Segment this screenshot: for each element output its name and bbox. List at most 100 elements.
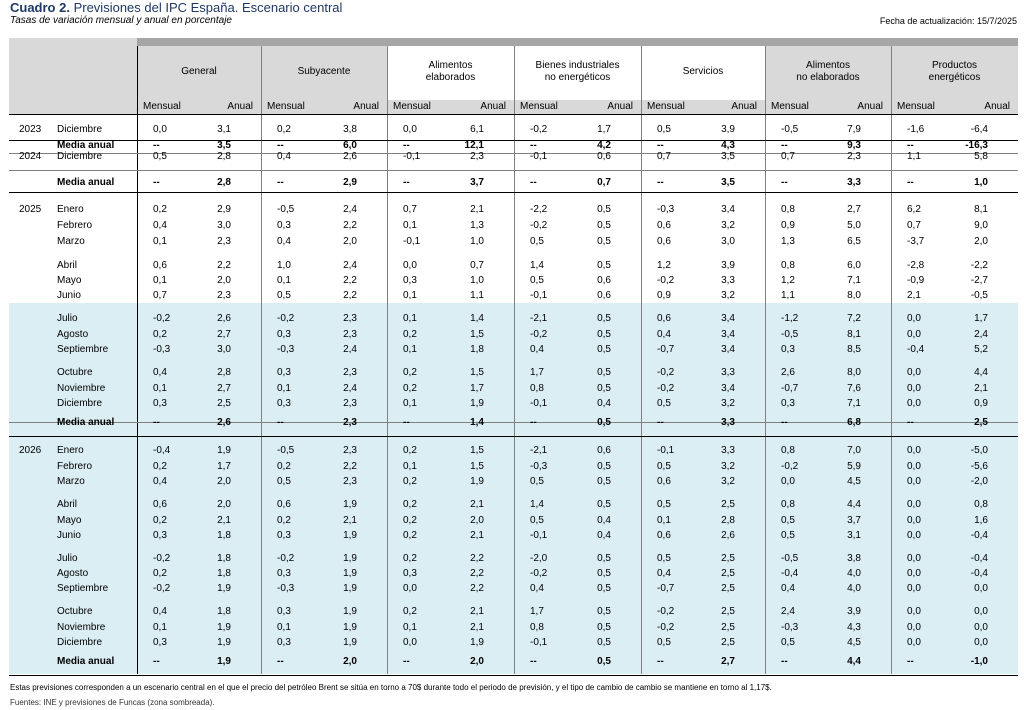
value-anual: 2,9	[343, 177, 357, 188]
value-mensual: 0,2	[277, 124, 291, 135]
value-anual: 2,7	[847, 204, 861, 215]
value-anual: 2,8	[721, 515, 735, 526]
value-mensual: 0,0	[907, 398, 921, 409]
value-anual: 6,0	[343, 140, 357, 151]
value-mensual: -0,2	[153, 583, 171, 594]
group-header: Subyacente	[261, 66, 387, 78]
value-anual: 1,9	[343, 606, 357, 617]
subheader-anual: Anual	[480, 101, 506, 112]
value-anual: 2,0	[343, 236, 357, 247]
value-anual: 1,9	[343, 637, 357, 648]
value-anual: 2,0	[470, 515, 484, 526]
value-mensual: 0,2	[403, 553, 417, 564]
row-divider	[9, 192, 1018, 193]
value-mensual: 0,0	[907, 383, 921, 394]
value-mensual: -0,5	[781, 124, 799, 135]
group-divider	[387, 46, 388, 674]
value-mensual: 0,0	[907, 530, 921, 541]
value-anual: 0,6	[597, 445, 611, 456]
value-anual: 0,5	[597, 476, 611, 487]
header-band-shade	[765, 46, 891, 100]
value-mensual: 0,7	[403, 204, 417, 215]
value-anual: 1,9	[217, 656, 231, 667]
value-anual: -2,7	[970, 275, 988, 286]
value-mensual: -0,1	[403, 151, 421, 162]
value-anual: 1,5	[470, 461, 484, 472]
value-mensual: 0,8	[530, 622, 544, 633]
value-anual: 0,9	[974, 398, 988, 409]
value-mensual: -0,1	[530, 151, 548, 162]
value-mensual: 0,5	[153, 151, 167, 162]
group-header-line: Alimentos	[428, 60, 473, 71]
value-mensual: 0,7	[657, 151, 671, 162]
value-anual: 2,3	[343, 367, 357, 378]
value-mensual: 0,0	[907, 622, 921, 633]
value-anual: 7,9	[847, 124, 861, 135]
value-mensual: 0,6	[277, 499, 291, 510]
group-divider	[261, 46, 262, 674]
value-mensual: 0,1	[403, 461, 417, 472]
value-mensual: --	[277, 140, 284, 151]
value-mensual: 0,2	[153, 329, 167, 340]
value-anual: 7,0	[847, 445, 861, 456]
row-divider	[9, 140, 1018, 141]
value-mensual: -0,7	[657, 583, 675, 594]
value-mensual: 1,2	[657, 260, 671, 271]
value-anual: 2,9	[217, 204, 231, 215]
value-mensual: 0,1	[153, 236, 167, 247]
value-mensual: 1,2	[781, 275, 795, 286]
value-anual: 3,1	[217, 124, 231, 135]
value-anual: 2,5	[721, 606, 735, 617]
value-anual: 2,7	[721, 656, 735, 667]
value-mensual: -0,5	[781, 553, 799, 564]
subheader-mensual: Mensual	[267, 101, 305, 112]
value-mensual: --	[781, 140, 788, 151]
group-divider	[891, 46, 892, 674]
value-mensual: 0,7	[907, 220, 921, 231]
value-anual: 3,2	[721, 398, 735, 409]
value-mensual: --	[153, 417, 160, 428]
value-mensual: 0,2	[277, 461, 291, 472]
row-divider	[9, 436, 1018, 437]
value-anual: 3,0	[217, 220, 231, 231]
header-band-shade	[137, 46, 261, 100]
value-anual: 0,6	[597, 151, 611, 162]
value-anual: 2,3	[343, 329, 357, 340]
value-anual: 3,3	[721, 417, 735, 428]
value-anual: 2,2	[343, 275, 357, 286]
value-anual: 2,3	[343, 417, 357, 428]
row-divider	[9, 170, 1018, 171]
month-label: Diciembre	[57, 124, 103, 135]
value-anual: 3,4	[721, 313, 735, 324]
value-mensual: 0,2	[403, 383, 417, 394]
value-anual: 12,1	[464, 140, 484, 151]
value-mensual: 0,5	[657, 499, 671, 510]
value-anual: 1,5	[470, 367, 484, 378]
value-anual: 2,3	[847, 151, 861, 162]
forecast-shading	[9, 303, 1018, 674]
value-mensual: 0,1	[277, 622, 291, 633]
value-anual: 8,5	[847, 344, 861, 355]
value-anual: 3,8	[343, 124, 357, 135]
value-mensual: 0,0	[403, 583, 417, 594]
value-mensual: 0,5	[657, 637, 671, 648]
value-mensual: -0,5	[277, 445, 295, 456]
value-anual: 2,3	[343, 398, 357, 409]
value-anual: 2,8	[217, 151, 231, 162]
value-anual: 1,9	[217, 622, 231, 633]
value-mensual: 0,1	[403, 220, 417, 231]
value-anual: 0,5	[597, 622, 611, 633]
value-mensual: 0,1	[277, 275, 291, 286]
value-mensual: 0,0	[403, 124, 417, 135]
value-mensual: 0,3	[277, 329, 291, 340]
value-anual: 2,4	[343, 344, 357, 355]
month-label: Enero	[57, 445, 84, 456]
value-mensual: -0,4	[153, 445, 171, 456]
value-mensual: 1,7	[530, 367, 544, 378]
value-mensual: -0,1	[530, 290, 548, 301]
value-anual: 3,7	[470, 177, 484, 188]
value-mensual: 0,4	[657, 329, 671, 340]
value-mensual: --	[530, 656, 537, 667]
value-anual: 0,5	[597, 383, 611, 394]
value-mensual: 0,5	[781, 530, 795, 541]
